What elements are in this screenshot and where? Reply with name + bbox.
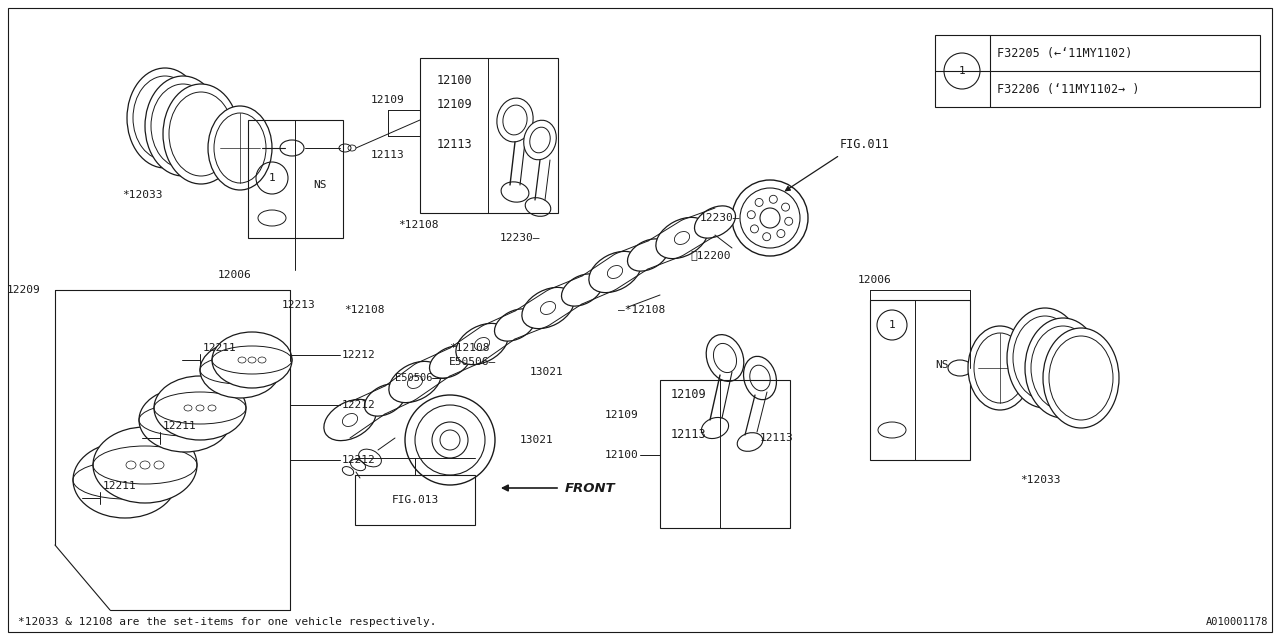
Ellipse shape <box>259 210 285 226</box>
Text: ∔12200: ∔12200 <box>690 250 731 260</box>
Ellipse shape <box>358 449 381 467</box>
Text: NS: NS <box>314 180 326 190</box>
Text: 12006: 12006 <box>858 275 892 285</box>
Ellipse shape <box>878 422 906 438</box>
Ellipse shape <box>695 206 736 238</box>
Ellipse shape <box>707 335 744 381</box>
Ellipse shape <box>540 301 556 314</box>
Ellipse shape <box>497 98 534 142</box>
Ellipse shape <box>404 395 495 485</box>
Ellipse shape <box>200 342 280 398</box>
Ellipse shape <box>494 309 535 341</box>
Text: F32205 (←‘11MY1102): F32205 (←‘11MY1102) <box>997 47 1133 60</box>
Text: *12108: *12108 <box>449 343 490 353</box>
Ellipse shape <box>1025 318 1101 418</box>
Text: 12109: 12109 <box>436 99 472 111</box>
Ellipse shape <box>608 266 622 278</box>
Text: 12113: 12113 <box>436 138 472 152</box>
Ellipse shape <box>73 442 177 518</box>
Text: F32206 (‘11MY1102→ ): F32206 (‘11MY1102→ ) <box>997 83 1139 95</box>
Ellipse shape <box>562 274 603 306</box>
Bar <box>870 300 970 460</box>
Ellipse shape <box>430 346 471 378</box>
Text: *12033: *12033 <box>1020 475 1061 485</box>
Text: 13021: 13021 <box>520 435 554 445</box>
Text: 12109: 12109 <box>371 95 404 105</box>
Text: FIG.013: FIG.013 <box>392 495 439 505</box>
Text: 12212: 12212 <box>342 350 376 360</box>
Ellipse shape <box>145 76 221 176</box>
Text: 12100: 12100 <box>604 450 637 460</box>
Ellipse shape <box>365 384 406 416</box>
Text: A010001178: A010001178 <box>1206 617 1268 627</box>
Text: FIG.011: FIG.011 <box>840 138 890 152</box>
Text: 12113: 12113 <box>671 429 705 442</box>
Text: FRONT: FRONT <box>564 481 616 495</box>
Text: 12211: 12211 <box>102 481 137 491</box>
Ellipse shape <box>389 362 442 403</box>
Text: 12213: 12213 <box>282 300 316 310</box>
Text: 12211: 12211 <box>163 421 197 431</box>
Text: *12033: *12033 <box>122 190 163 200</box>
Text: 12006: 12006 <box>218 270 252 280</box>
Text: 12211: 12211 <box>204 343 237 353</box>
Ellipse shape <box>127 68 204 168</box>
Text: 1: 1 <box>269 173 275 183</box>
Ellipse shape <box>163 84 239 184</box>
Text: —*12108: —*12108 <box>618 305 666 315</box>
Text: *12033 & 12108 are the set-items for one vehicle respectively.: *12033 & 12108 are the set-items for one… <box>18 617 436 627</box>
Ellipse shape <box>589 252 641 292</box>
Text: 12109: 12109 <box>604 410 637 420</box>
Text: 12230—: 12230— <box>499 233 540 243</box>
Bar <box>248 120 343 238</box>
Ellipse shape <box>968 326 1032 410</box>
Ellipse shape <box>415 405 485 475</box>
Text: 12209: 12209 <box>6 285 40 295</box>
Ellipse shape <box>744 356 777 399</box>
Text: E50506—: E50506— <box>449 357 497 367</box>
Ellipse shape <box>212 332 292 388</box>
Text: 12230—: 12230— <box>700 213 741 223</box>
Text: NS: NS <box>936 360 948 370</box>
Text: 12212: 12212 <box>342 400 376 410</box>
Text: 12100: 12100 <box>436 74 472 86</box>
Bar <box>660 380 790 528</box>
Text: *12108: *12108 <box>344 305 385 315</box>
Ellipse shape <box>407 376 422 388</box>
Ellipse shape <box>1007 308 1083 408</box>
Ellipse shape <box>154 376 246 440</box>
Ellipse shape <box>627 239 668 271</box>
Ellipse shape <box>475 337 490 351</box>
Ellipse shape <box>93 427 197 503</box>
Bar <box>420 58 558 213</box>
Text: 12113: 12113 <box>371 150 404 160</box>
Text: E50506: E50506 <box>394 373 433 383</box>
Text: 12212: 12212 <box>342 455 376 465</box>
Text: 12109: 12109 <box>671 388 705 401</box>
Ellipse shape <box>140 388 230 452</box>
Text: 13021: 13021 <box>530 367 563 377</box>
Ellipse shape <box>207 106 273 190</box>
Ellipse shape <box>324 399 376 440</box>
Text: *12108: *12108 <box>398 220 438 230</box>
Bar <box>934 35 1260 107</box>
Text: 12113: 12113 <box>760 433 794 443</box>
Text: 1: 1 <box>959 66 965 76</box>
Ellipse shape <box>456 323 508 365</box>
Ellipse shape <box>342 413 357 426</box>
Ellipse shape <box>675 232 690 244</box>
Ellipse shape <box>524 120 557 160</box>
Bar <box>355 475 475 525</box>
Ellipse shape <box>1043 328 1119 428</box>
Text: 1: 1 <box>888 320 896 330</box>
Ellipse shape <box>655 218 708 259</box>
Ellipse shape <box>522 287 575 328</box>
